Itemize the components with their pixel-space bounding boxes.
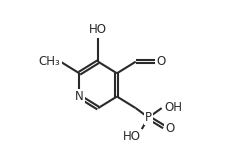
Text: N: N xyxy=(75,90,83,103)
Text: O: O xyxy=(165,122,174,135)
Text: CH₃: CH₃ xyxy=(39,55,60,68)
Text: OH: OH xyxy=(163,100,181,113)
Text: P: P xyxy=(144,111,151,124)
Text: HO: HO xyxy=(89,23,107,36)
Text: O: O xyxy=(156,55,165,68)
Text: HO: HO xyxy=(122,130,140,143)
